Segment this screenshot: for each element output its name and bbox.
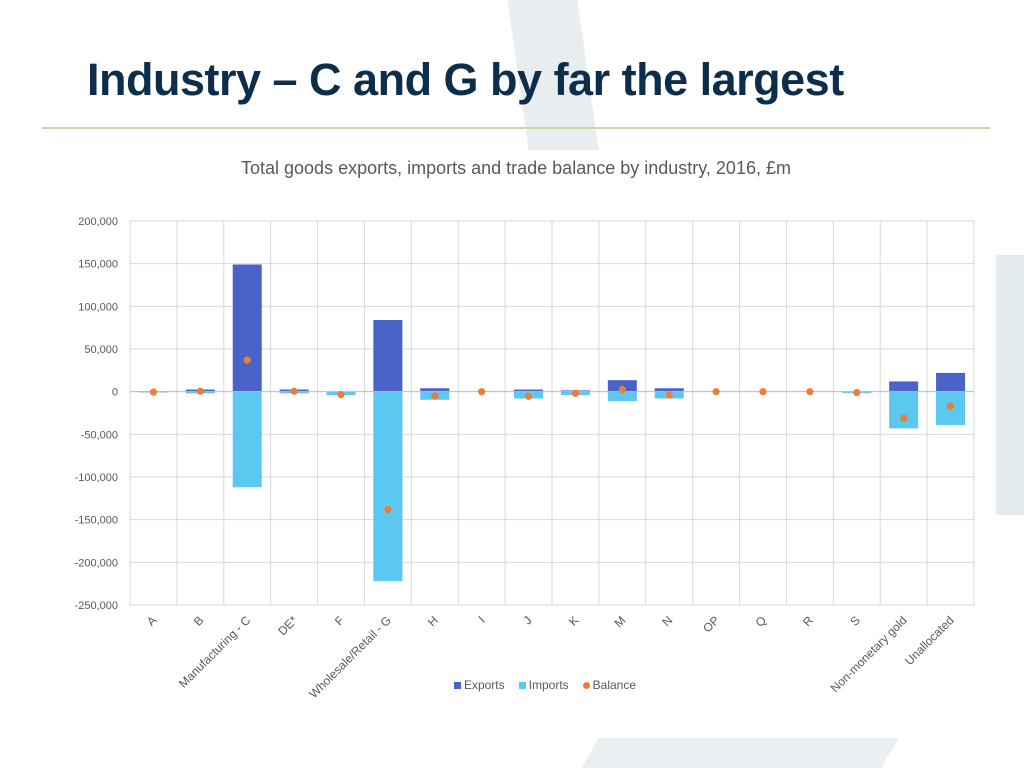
exports-bar <box>420 388 450 392</box>
exports-bar <box>514 389 544 392</box>
imports-bar <box>232 391 262 488</box>
title-divider <box>42 127 990 129</box>
legend-label-imports: Imports <box>528 678 569 692</box>
x-tick-label: N <box>659 613 675 629</box>
x-tick-label: F <box>332 613 347 628</box>
slide-title: Industry – C and G by far the largest <box>87 54 844 105</box>
x-tick-label: A <box>144 613 160 629</box>
legend-label-balance: Balance <box>592 678 637 692</box>
balance-point <box>524 392 533 400</box>
y-tick-label: 0 <box>112 387 118 399</box>
balance-point <box>712 388 720 396</box>
x-tick-label: Unallocated <box>902 613 957 668</box>
balance-point <box>384 505 392 514</box>
y-tick-label: -250,000 <box>75 600 118 612</box>
y-tick-label: -200,000 <box>75 557 118 569</box>
x-tick-label: B <box>191 613 207 629</box>
x-tick-label: K <box>566 613 582 629</box>
background-decoration <box>996 255 1024 515</box>
x-tick-label: S <box>847 613 863 629</box>
legend-item-exports: Exports <box>453 678 505 692</box>
y-tick-label: 150,000 <box>78 259 118 271</box>
y-tick-label: -100,000 <box>75 472 118 484</box>
x-tick-label: Q <box>753 613 770 630</box>
y-tick-label: 200,000 <box>78 216 118 228</box>
balance-point <box>243 356 251 364</box>
balance-point <box>853 388 861 397</box>
x-tick-label: OP <box>700 613 722 635</box>
balance-point <box>149 388 158 396</box>
legend-item-balance: Balance <box>582 678 637 692</box>
x-tick-label: I <box>476 613 488 625</box>
x-tick-label: J <box>521 613 535 627</box>
legend-label-exports: Exports <box>463 678 505 692</box>
balance-point <box>946 402 955 410</box>
y-tick-label: 100,000 <box>78 301 118 313</box>
balance-point <box>571 389 580 397</box>
x-tick-label: DE* <box>275 613 300 638</box>
balance-point <box>900 414 908 422</box>
exports-bar <box>232 264 262 392</box>
y-tick-label: -50,000 <box>81 429 118 441</box>
legend-swatch-imports <box>518 681 526 689</box>
balance-point <box>665 391 673 399</box>
legend-item-imports: Imports <box>518 678 569 692</box>
imports-bar <box>373 391 403 582</box>
chart-title: Total goods exports, imports and trade b… <box>241 158 791 178</box>
legend-swatch-balance <box>582 681 590 689</box>
balance-point <box>337 391 345 399</box>
balance-point <box>806 388 814 396</box>
x-tick-label: H <box>425 613 441 629</box>
y-tick-label: 50,000 <box>84 344 118 356</box>
y-tick-label: -150,000 <box>75 515 118 527</box>
balance-point <box>618 385 626 394</box>
balance-point <box>759 388 767 396</box>
chart-legend: Exports Imports Balance <box>0 678 1024 692</box>
x-tick-label: M <box>611 613 628 630</box>
exports-bar <box>654 388 684 392</box>
x-tick-label: R <box>800 613 816 629</box>
balance-point <box>431 392 439 400</box>
balance-point <box>478 388 486 396</box>
balance-point <box>196 387 204 395</box>
exports-bar <box>373 319 403 392</box>
imports-bar <box>607 391 637 402</box>
exports-bar <box>607 380 637 392</box>
balance-point <box>290 387 298 395</box>
legend-swatch-exports <box>453 681 461 689</box>
imports-bar <box>889 391 919 429</box>
exports-bar <box>936 372 966 392</box>
exports-bar <box>889 381 919 392</box>
